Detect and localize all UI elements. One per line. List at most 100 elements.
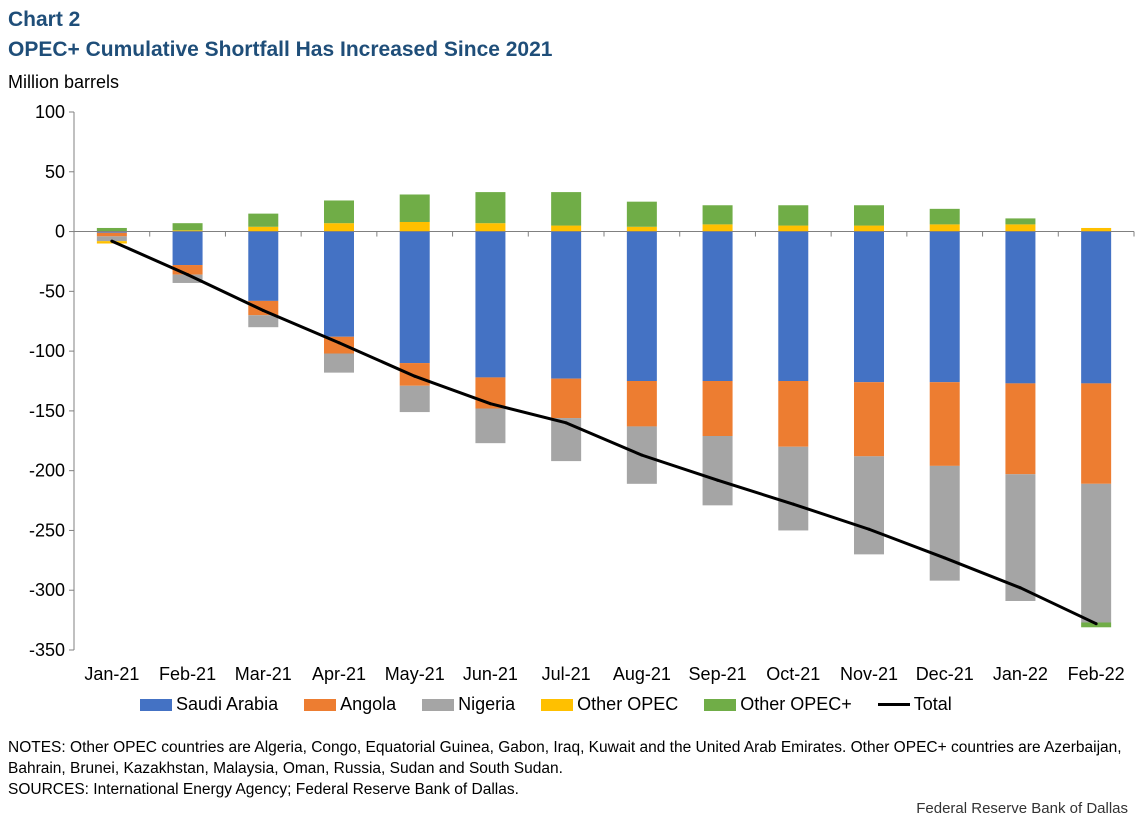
bar-saudi [854, 231, 884, 383]
bar-other_opec [778, 225, 809, 232]
bar-angola [702, 381, 733, 436]
bar-other_opec_plus [929, 208, 960, 225]
credit: Federal Reserve Bank of Dallas [916, 800, 1128, 817]
legend-swatch-other-opec [541, 698, 574, 711]
total-point [943, 556, 947, 560]
x-tick-label: Nov-21 [840, 664, 898, 684]
bar-saudi [248, 231, 279, 301]
y-tick-label: 100 [35, 102, 65, 122]
bar-saudi [475, 231, 506, 378]
bar-nigeria [1081, 483, 1112, 623]
y-tick-label: -200 [29, 461, 65, 481]
legend-swatch-nigeria [422, 698, 455, 711]
x-tick-label: Sep-21 [689, 664, 747, 684]
bar-other_opec [399, 221, 430, 232]
bar-saudi [778, 231, 809, 381]
notes-text: NOTES: Other OPEC countries are Algeria,… [8, 739, 1122, 777]
bar-other_opec_plus [475, 192, 506, 224]
bar-other_opec [475, 223, 506, 232]
bar-angola [778, 381, 809, 447]
x-tick-label: Aug-21 [613, 664, 671, 684]
sources-text: SOURCES: International Energy Agency; Fe… [8, 781, 519, 798]
legend-swatch-total [877, 703, 910, 706]
x-tick-label: Apr-21 [312, 664, 366, 684]
legend-item-angola: Angola [304, 694, 396, 715]
bar-other_opec [1005, 224, 1036, 232]
bar-nigeria [1005, 474, 1036, 601]
bar-saudi [1005, 231, 1036, 384]
legend-item-other-opec-plus: Other OPEC+ [704, 694, 852, 715]
bar-other_opec_plus [399, 194, 430, 222]
bar-angola [399, 363, 430, 386]
legend-item-total: Total [877, 694, 952, 715]
x-tick-label: Dec-21 [916, 664, 974, 684]
x-tick-label: Jan-21 [84, 664, 139, 684]
bar-other_opec [324, 223, 354, 232]
total-point [413, 374, 417, 378]
x-tick-label: Mar-21 [235, 664, 292, 684]
bar-angola [1005, 383, 1036, 475]
bar-nigeria [324, 353, 354, 373]
total-point [867, 527, 871, 531]
notes: NOTES: Other OPEC countries are Algeria,… [8, 737, 1133, 800]
x-tick-label: Jul-21 [542, 664, 591, 684]
bar-angola [929, 382, 960, 466]
bar-nigeria [702, 435, 733, 506]
bar-angola [626, 381, 657, 427]
bar-nigeria [248, 315, 279, 328]
x-tick-label: Jun-21 [463, 664, 518, 684]
legend-item-nigeria: Nigeria [422, 694, 515, 715]
y-tick-label: -50 [39, 281, 65, 301]
y-tick-label: -250 [29, 520, 65, 540]
bar-saudi [399, 231, 430, 364]
bar-angola [96, 232, 127, 237]
bar-angola [172, 265, 203, 275]
bar-other_opec [626, 226, 657, 232]
bar-nigeria [854, 456, 884, 555]
total-point [791, 502, 795, 506]
bar-other_opec [551, 225, 582, 232]
bar-saudi [626, 231, 657, 381]
total-point [716, 478, 720, 482]
y-tick-label: -300 [29, 580, 65, 600]
x-tick-label: Feb-22 [1068, 664, 1125, 684]
bar-saudi [172, 231, 203, 266]
bar-nigeria [778, 446, 809, 531]
bar-saudi [96, 231, 127, 233]
bar-other_opec [172, 230, 203, 232]
legend-item-saudi: Saudi Arabia [140, 694, 278, 715]
total-point [261, 308, 265, 312]
bar-nigeria [475, 408, 506, 444]
bar-other_opec [1081, 227, 1112, 232]
y-axis-units: Million barrels [8, 72, 120, 92]
y-tick-label: 0 [55, 222, 65, 242]
bar-other_opec [854, 225, 884, 232]
x-tick-label: Feb-21 [159, 664, 216, 684]
legend-label-other-opec-plus: Other OPEC+ [740, 694, 852, 714]
bar-saudi [551, 231, 582, 379]
bar-other_opec [248, 226, 279, 232]
bar-nigeria [399, 385, 430, 413]
y-tick-label: 50 [45, 162, 65, 182]
legend-label-angola: Angola [340, 694, 397, 714]
bar-saudi [324, 231, 354, 337]
bar-saudi [702, 231, 733, 381]
bar-nigeria [172, 274, 203, 283]
legend: Saudi Arabia Angola Nigeria Other OPEC O… [140, 694, 978, 715]
y-tick-label: -350 [29, 640, 65, 660]
total-point [640, 453, 644, 457]
total-point [110, 239, 114, 243]
x-tick-label: Jan-22 [993, 664, 1048, 684]
legend-swatch-other-opec-plus [704, 698, 737, 711]
bar-other_opec_plus [778, 205, 809, 226]
bar-other_opec_plus [1005, 218, 1036, 225]
total-point [337, 341, 341, 345]
total-point [186, 273, 190, 277]
legend-swatch-saudi [140, 698, 172, 711]
bar-other_opec_plus [702, 205, 733, 225]
bar-other_opec_plus [324, 200, 354, 224]
total-point [1018, 586, 1022, 590]
total-point [1094, 622, 1098, 626]
bar-angola [1081, 383, 1112, 484]
bar-nigeria [96, 236, 127, 242]
